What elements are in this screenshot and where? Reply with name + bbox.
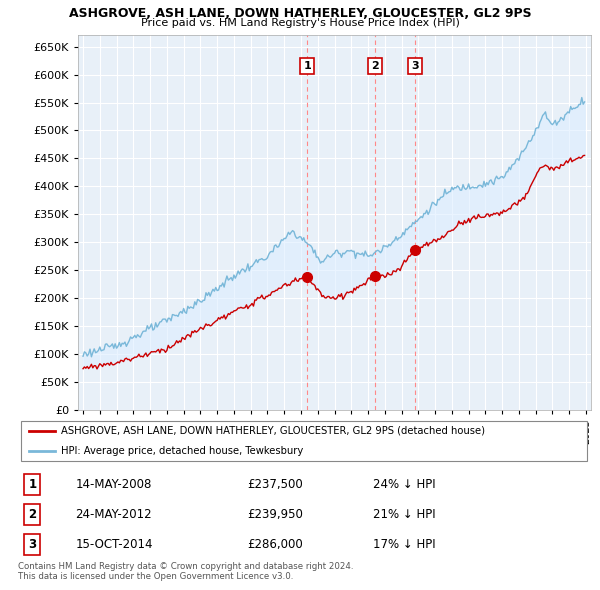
Text: ASHGROVE, ASH LANE, DOWN HATHERLEY, GLOUCESTER, GL2 9PS (detached house): ASHGROVE, ASH LANE, DOWN HATHERLEY, GLOU…: [61, 426, 485, 436]
Text: 3: 3: [411, 61, 419, 71]
Text: 2: 2: [371, 61, 379, 71]
Text: 14-MAY-2008: 14-MAY-2008: [76, 478, 152, 491]
Text: HPI: Average price, detached house, Tewkesbury: HPI: Average price, detached house, Tewk…: [61, 446, 303, 456]
Text: 1: 1: [303, 61, 311, 71]
Text: Contains HM Land Registry data © Crown copyright and database right 2024.: Contains HM Land Registry data © Crown c…: [18, 562, 353, 571]
Text: 24-MAY-2012: 24-MAY-2012: [76, 508, 152, 521]
Text: 1: 1: [28, 478, 37, 491]
Text: £286,000: £286,000: [247, 538, 303, 551]
Text: ASHGROVE, ASH LANE, DOWN HATHERLEY, GLOUCESTER, GL2 9PS: ASHGROVE, ASH LANE, DOWN HATHERLEY, GLOU…: [68, 7, 532, 20]
Text: 3: 3: [28, 538, 37, 551]
Text: 21% ↓ HPI: 21% ↓ HPI: [373, 508, 436, 521]
Text: Price paid vs. HM Land Registry's House Price Index (HPI): Price paid vs. HM Land Registry's House …: [140, 18, 460, 28]
Text: £237,500: £237,500: [247, 478, 303, 491]
Text: £239,950: £239,950: [247, 508, 303, 521]
Text: 2: 2: [28, 508, 37, 521]
Text: 17% ↓ HPI: 17% ↓ HPI: [373, 538, 436, 551]
Text: 24% ↓ HPI: 24% ↓ HPI: [373, 478, 436, 491]
Text: This data is licensed under the Open Government Licence v3.0.: This data is licensed under the Open Gov…: [18, 572, 293, 581]
FancyBboxPatch shape: [21, 421, 587, 461]
Text: 15-OCT-2014: 15-OCT-2014: [76, 538, 153, 551]
